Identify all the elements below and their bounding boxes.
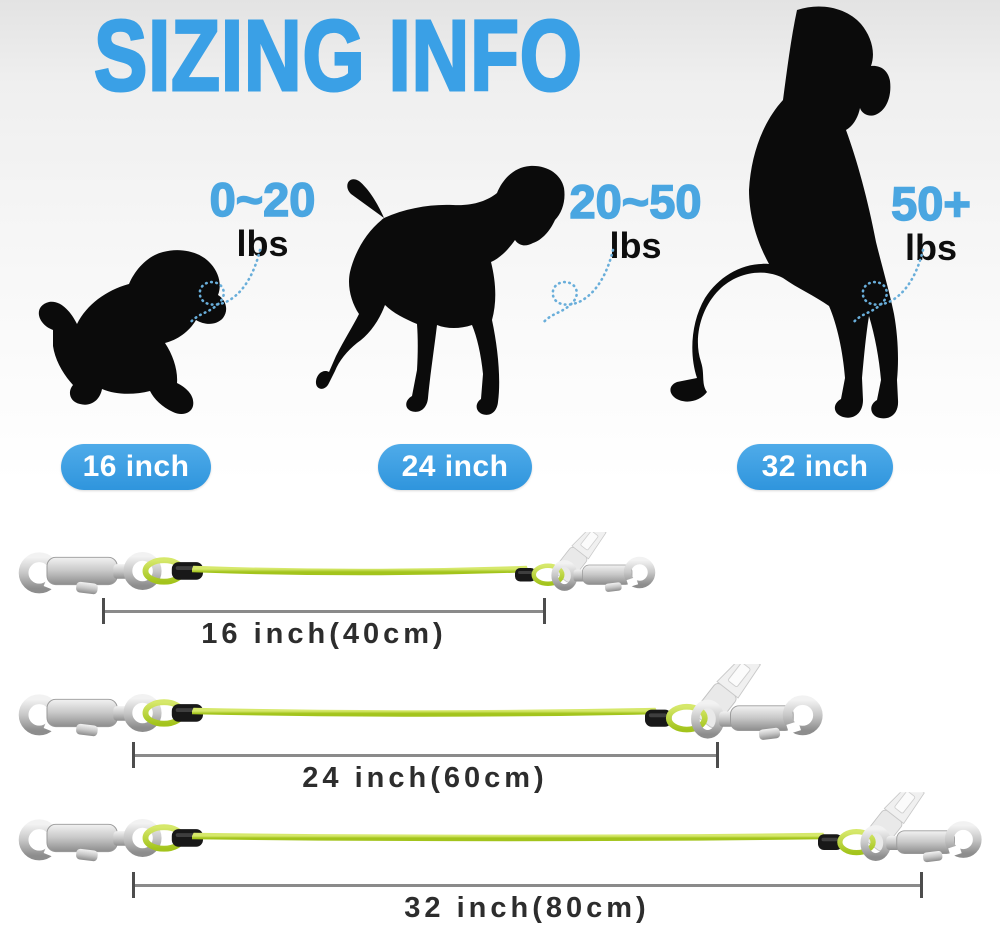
measure-tick xyxy=(716,742,719,768)
bolt-snap-hook-icon xyxy=(8,794,203,878)
cable-icon xyxy=(192,565,528,576)
weight-unit: lbs xyxy=(236,223,289,264)
measurement-label: 24 inch(60cm) xyxy=(302,762,548,794)
weight-label-small: 0~20 lbs xyxy=(180,173,345,264)
bolt-snap-seatbelt-hook-icon xyxy=(818,792,993,880)
weight-range: 0~20 xyxy=(209,173,316,226)
measure-line xyxy=(133,884,922,887)
measurement-label: 16 inch(40cm) xyxy=(201,618,447,650)
measure-line xyxy=(133,754,718,757)
size-badge-32inch: 32 inch xyxy=(737,444,893,490)
cable-icon xyxy=(192,707,657,717)
weight-unit: lbs xyxy=(904,227,957,268)
measure-tick xyxy=(543,598,546,624)
size-badge-16inch: 16 inch xyxy=(61,444,211,490)
measure-tick xyxy=(132,872,135,898)
weight-label-large: 50+ lbs xyxy=(856,177,1000,268)
measure-tick xyxy=(102,598,105,624)
page-title: SIZING INFO xyxy=(93,0,583,112)
measure-line xyxy=(103,610,545,613)
weight-unit: lbs xyxy=(609,225,662,266)
cable-icon xyxy=(192,832,825,842)
size-badge-24inch: 24 inch xyxy=(378,444,532,490)
measure-tick xyxy=(920,872,923,898)
weight-label-medium: 20~50 lbs xyxy=(538,175,733,266)
weight-range: 20~50 xyxy=(569,175,703,228)
measurement-label: 32 inch(80cm) xyxy=(404,892,650,924)
measure-tick xyxy=(132,742,135,768)
weight-range: 50+ xyxy=(890,177,971,230)
